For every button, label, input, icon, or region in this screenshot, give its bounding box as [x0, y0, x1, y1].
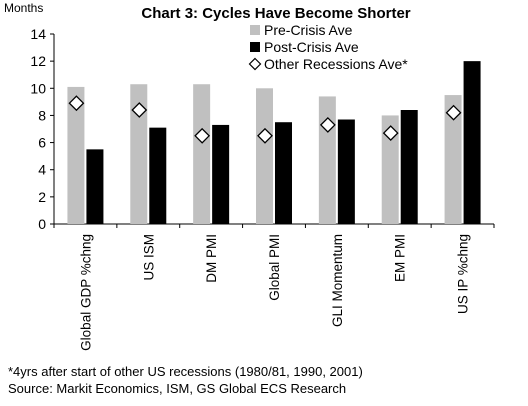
x-category-label: Global PMI	[267, 234, 282, 301]
marker-other-recessions	[257, 127, 273, 144]
legend-swatch-other-recessions	[248, 57, 262, 71]
markers	[68, 95, 462, 144]
chart-title: Chart 3: Cycles Have Become Shorter	[141, 5, 410, 22]
legend-swatch-post-crisis	[250, 42, 260, 52]
y-tick-label: 14	[30, 26, 46, 42]
y-tick-label: 12	[30, 53, 46, 69]
bar-post-crisis	[463, 61, 481, 225]
bar-pre-crisis	[193, 84, 211, 224]
footnote-text: *4yrs after start of other US recessions…	[8, 364, 363, 379]
bar-post-crisis	[212, 124, 230, 224]
bar-pre-crisis	[130, 84, 148, 224]
y-tick-label: 8	[38, 107, 46, 123]
x-category-label: US ISM	[141, 234, 156, 281]
x-category-label: Global GDP %chng	[78, 234, 93, 351]
x-category-label: US IP %chng	[456, 234, 471, 314]
y-tick-label: 10	[30, 80, 46, 96]
x-category-label: EM PMI	[393, 234, 408, 282]
bar-pre-crisis	[381, 115, 399, 224]
marker-other-recessions	[319, 117, 336, 133]
y-tick-label: 6	[38, 135, 46, 151]
bar-pre-crisis	[444, 95, 462, 224]
y-tick-label: 2	[38, 189, 46, 205]
marker-other-recessions	[131, 102, 148, 118]
x-category-label: DM PMI	[204, 234, 219, 283]
y-axis-units-label: Months	[4, 1, 43, 15]
legend-swatch-pre-crisis	[250, 25, 260, 35]
x-tick-labels: Global GDP %chng US ISM DM PMI Global PMI GL…	[78, 234, 470, 351]
bar-pre-crisis	[318, 96, 336, 224]
legend-label: Pre-Crisis Ave	[264, 22, 353, 38]
bar-pre-crisis	[256, 88, 273, 225]
y-tick-label: 0	[38, 216, 46, 232]
marker-other-recessions	[382, 125, 399, 141]
bar-post-crisis	[86, 149, 104, 224]
marker-other-recessions	[445, 104, 462, 121]
axes: 0 2 4 6 8 10 12 14	[30, 26, 495, 232]
x-category-label: GLI Momentum	[330, 234, 345, 327]
source-text: Source: Markit Economics, ISM, GS Global…	[8, 381, 347, 396]
bar-post-crisis	[400, 110, 418, 224]
bar-post-crisis	[275, 122, 292, 224]
legend-label: Post-Crisis Ave	[264, 39, 359, 55]
bar-post-crisis	[149, 127, 167, 224]
bar-pre-crisis	[67, 86, 85, 224]
marker-other-recessions	[194, 127, 211, 144]
bar-post-crisis	[337, 119, 355, 224]
legend-label: Other Recessions Ave*	[264, 56, 408, 72]
marker-other-recessions	[68, 95, 85, 112]
bars	[67, 61, 481, 225]
y-tick-label: 4	[38, 162, 46, 178]
